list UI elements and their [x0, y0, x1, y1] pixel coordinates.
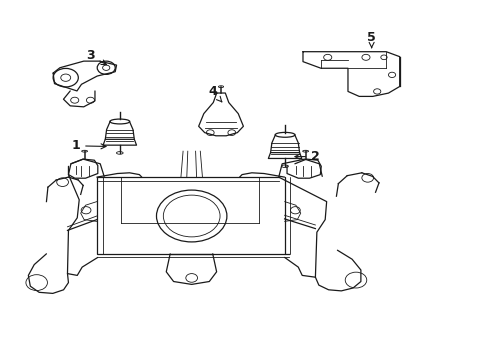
- Text: 4: 4: [208, 85, 222, 102]
- Text: 3: 3: [86, 49, 106, 65]
- Text: 2: 2: [294, 150, 319, 163]
- Text: 5: 5: [366, 31, 375, 48]
- Text: 1: 1: [71, 139, 106, 152]
